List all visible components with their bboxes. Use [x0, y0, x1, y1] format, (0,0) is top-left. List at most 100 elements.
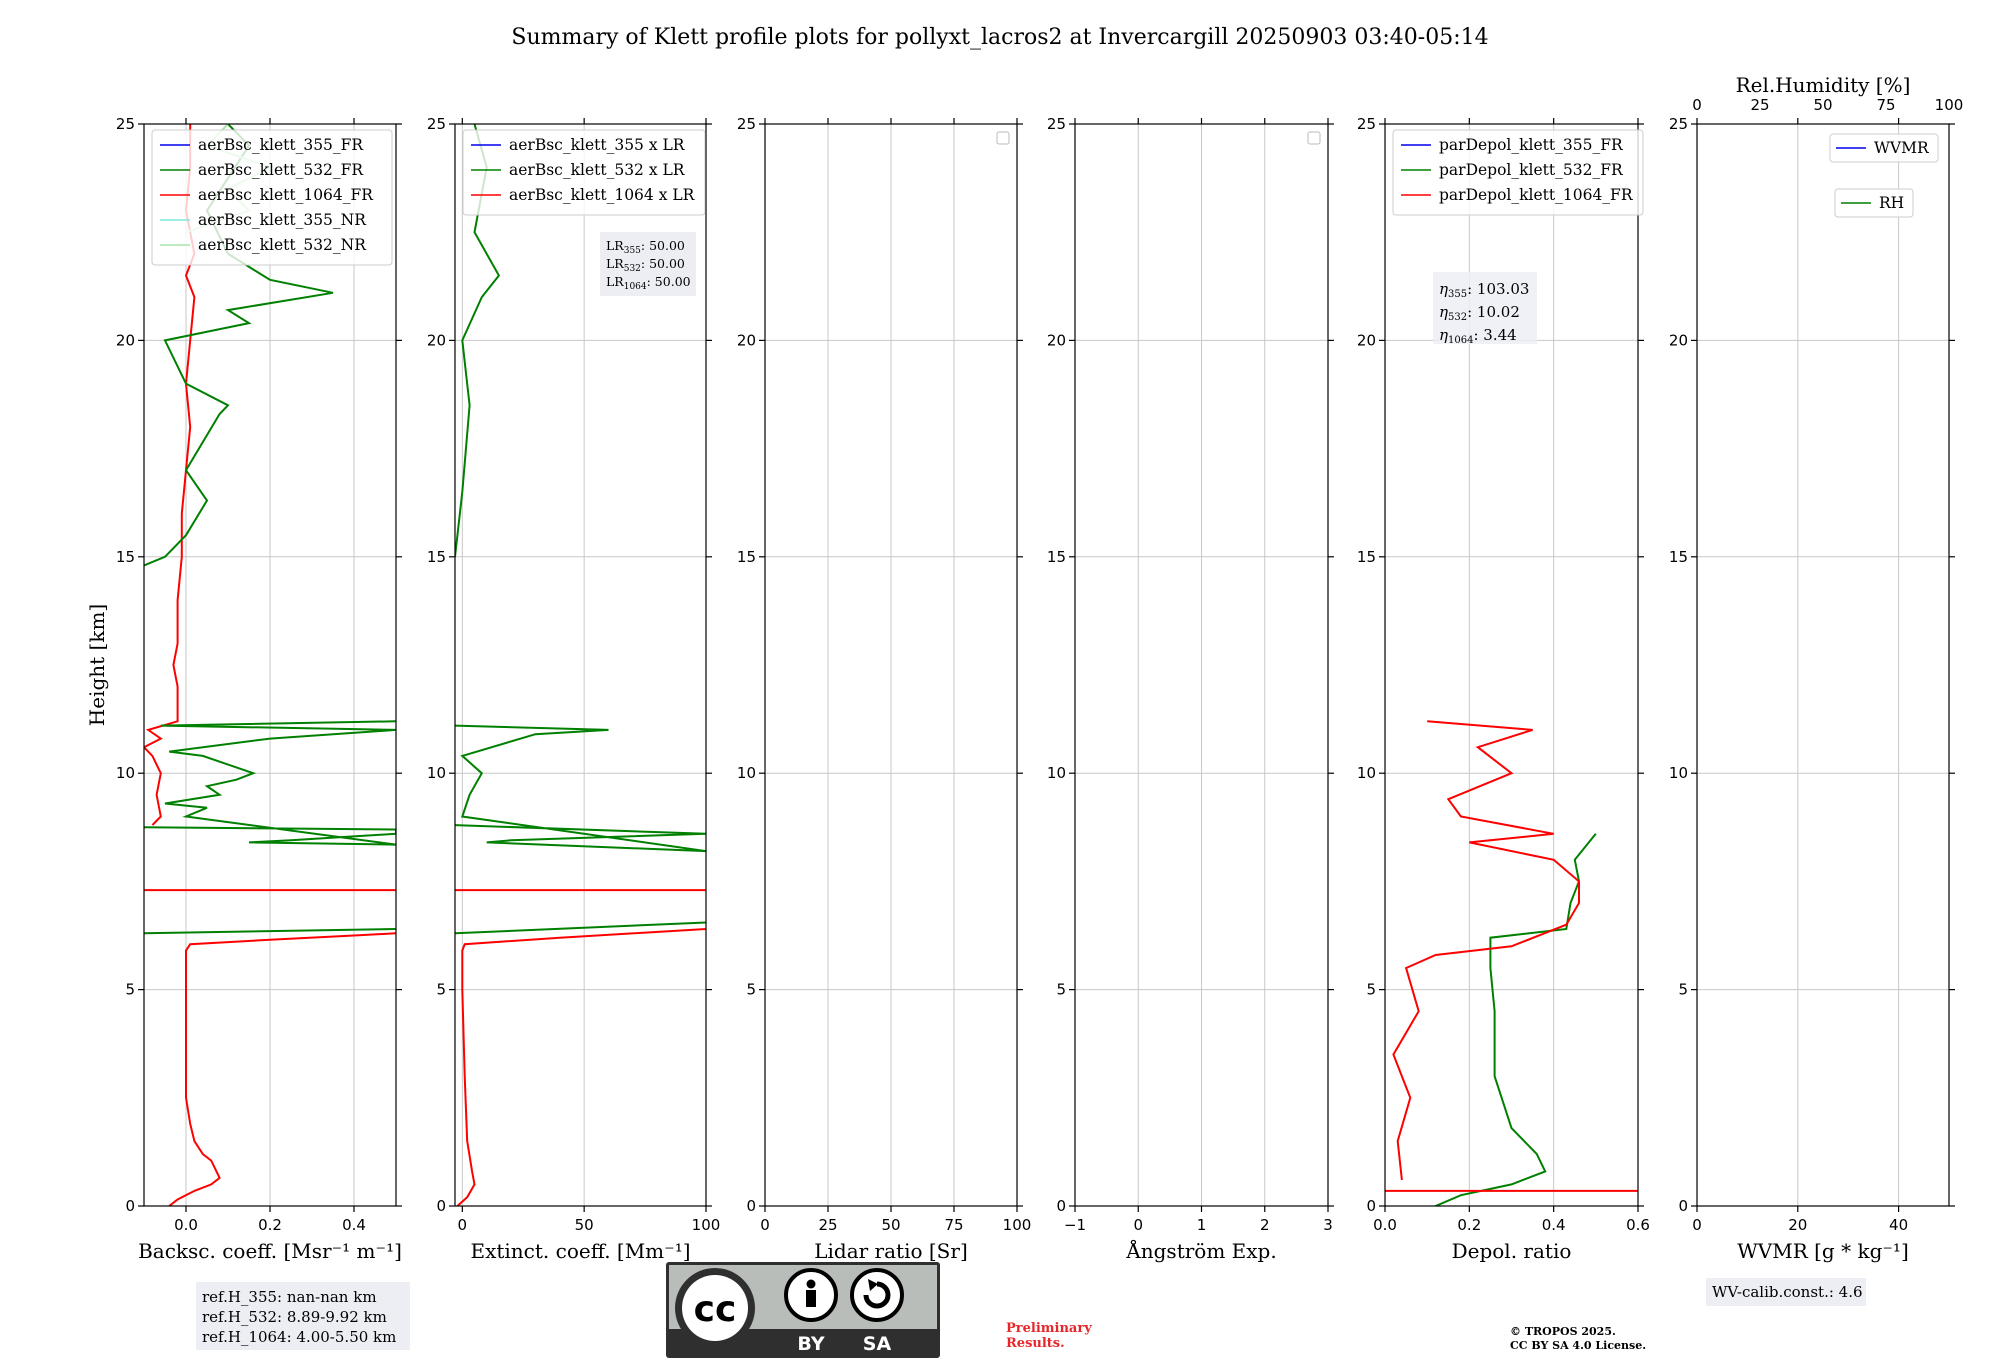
top-tick-label: 50 [1813, 96, 1832, 114]
legend-entry: aerBsc_klett_355 x LR [509, 136, 686, 154]
ytick-label: 0 [1056, 1197, 1066, 1215]
ytick-label: 15 [1047, 548, 1066, 566]
ytick-label: 15 [116, 548, 135, 566]
xtick-label: 100 [692, 1216, 721, 1234]
ytick-label: 5 [1678, 981, 1688, 999]
xtick-label: −1 [1064, 1216, 1086, 1234]
ytick-label: 5 [1366, 981, 1376, 999]
xtick-label: 3 [1323, 1216, 1333, 1234]
ytick-label: 0 [125, 1197, 135, 1215]
legend: WVMR RH [1829, 133, 1939, 218]
axes-frame [1696, 123, 1950, 1207]
ytick-label: 15 [1357, 548, 1376, 566]
ytick-label: 25 [116, 115, 135, 133]
xtick-label: 40 [1889, 1216, 1908, 1234]
lidar-ratio-box-bg [600, 232, 696, 296]
ytick-label: 5 [125, 981, 135, 999]
series-group [1385, 720, 1638, 1206]
ytick-label: 15 [1669, 548, 1688, 566]
cc-license-badge: cc BY SA [666, 1262, 940, 1358]
ytick-label: 0 [1366, 1197, 1376, 1215]
ytick-label: 10 [737, 764, 756, 782]
x-axis-label: Lidar ratio [Sr] [814, 1239, 968, 1263]
legend-entry: parDepol_klett_355_FR [1439, 136, 1624, 154]
legend-entry: parDepol_klett_1064_FR [1439, 186, 1634, 204]
series-line-aerbsc-klett-1064-fr [168, 932, 396, 1206]
xtick-label: 0.0 [1373, 1216, 1397, 1234]
ytick-label: 15 [427, 548, 446, 566]
xtick-label: 0 [1133, 1216, 1143, 1234]
top-axis-label: Rel.Humidity [%] [1736, 73, 1911, 97]
empty-legend-box [1307, 131, 1321, 145]
series-line-aerbsc-klett-1064-fr-upper [144, 124, 196, 826]
ref-height-line: ref.H_532: 8.89-9.92 km [202, 1308, 387, 1326]
top-tick-label: 25 [1750, 96, 1769, 114]
x-axis-label: Ångström Exp. [1125, 1238, 1276, 1263]
cc-sa-label: SA [863, 1333, 892, 1355]
eta-line: η355: 103.03 [1439, 280, 1529, 300]
legend-box [151, 129, 393, 266]
xtick-label: 50 [881, 1216, 900, 1234]
xtick-label: 2 [1260, 1216, 1270, 1234]
legend-entry: parDepol_klett_532_FR [1439, 161, 1624, 179]
ytick-label: 5 [436, 981, 446, 999]
ytick-label: 0 [746, 1197, 756, 1215]
series-line-pardepol-klett-1064-fr [1392, 720, 1580, 1181]
ytick-label: 15 [737, 548, 756, 566]
cc-logo-text: cc [694, 1289, 737, 1330]
top-tick-label: 75 [1876, 96, 1895, 114]
ytick-label: 10 [1669, 764, 1688, 782]
legend-entry: WVMR [1874, 139, 1930, 157]
series-line-aerbsc-klett-532-x-lr-mid [455, 724, 706, 853]
empty-legend-box [996, 131, 1010, 145]
series-line-aerbsc-klett-1064-x-lr [456, 928, 706, 1206]
legend-box [1834, 188, 1914, 218]
ytick-label: 10 [427, 764, 446, 782]
xtick-label: 100 [1003, 1216, 1032, 1234]
legend: parDepol_klett_355_FR parDepol_klett_532_… [1392, 129, 1644, 216]
ref-height-line: ref.H_355: nan-nan km [202, 1288, 377, 1306]
series-line-aerbsc-klett-532-fr-mid [144, 720, 396, 846]
ytick-label: 25 [1669, 115, 1688, 133]
xtick-label: 25 [818, 1216, 837, 1234]
lidar-ratio-line: LR532: 50.00 [606, 256, 685, 274]
panel-depol: 0.0 0.2 0.4 0.6 0 5 10 15 20 25 Depol. ratio parDep… [1357, 115, 1650, 1263]
legend-entry: RH [1879, 194, 1904, 212]
top-tick-label: 0 [1692, 96, 1702, 114]
eta-box: η355: 103.03 η532: 10.02 η1064: 3.44 [1433, 272, 1537, 346]
xtick-label: 20 [1788, 1216, 1807, 1234]
panel-lidar_ratio: 0 25 50 75 100 0 5 10 15 20 25 Lidar ratio [Sr] [737, 115, 1031, 1263]
legend-entry: aerBsc_klett_532_NR [198, 236, 367, 254]
panel-extinction: 0 50 100 0 5 10 15 20 25 Extinct. coeff. [Mm⁻¹] ae… [427, 115, 720, 1263]
panel-wvmr: 0 20 40 0 5 10 15 20 25 WVMR [g * kg⁻¹] WVMR RH WV-c… [1669, 73, 1963, 1306]
ytick-label: 25 [1357, 115, 1376, 133]
figure-title: Summary of Klett profile plots for polly… [511, 25, 1488, 50]
wv-calib-line: WV-calib.const.: 4.6 [1712, 1283, 1863, 1301]
legend-entry: aerBsc_klett_532 x LR [509, 161, 686, 179]
legend-box [1392, 129, 1644, 216]
ref-height-line: ref.H_1064: 4.00-5.50 km [202, 1328, 396, 1346]
ytick-label: 0 [436, 1197, 446, 1215]
legend: aerBsc_klett_355_FR aerBsc_klett_532_FRae… [151, 129, 393, 266]
ytick-label: 10 [1047, 764, 1066, 782]
ytick-label: 0 [1678, 1197, 1688, 1215]
info-box: WV-calib.const.: 4.6 [1706, 1278, 1866, 1306]
ytick-label: 5 [746, 981, 756, 999]
preliminary-label: Preliminary [1006, 1321, 1092, 1336]
ytick-label: 25 [737, 115, 756, 133]
preliminary-label-2: Results. [1006, 1336, 1065, 1351]
axes-frame [454, 123, 707, 1207]
ytick-label: 20 [1669, 331, 1688, 349]
xtick-label: 50 [575, 1216, 594, 1234]
y-axis-label: Height [km] [85, 604, 109, 726]
lidar-ratio-line: LR355: 50.00 [606, 238, 685, 256]
xtick-label: 0.4 [342, 1216, 366, 1234]
ytick-label: 20 [737, 331, 756, 349]
legend-box [462, 129, 706, 216]
x-axis-label: WVMR [g * kg⁻¹] [1737, 1239, 1909, 1263]
lidar-ratio-line: LR1064: 50.00 [606, 274, 691, 292]
xtick-label: 0.2 [1457, 1216, 1481, 1234]
legend-entry: aerBsc_klett_532_FR [198, 161, 364, 179]
